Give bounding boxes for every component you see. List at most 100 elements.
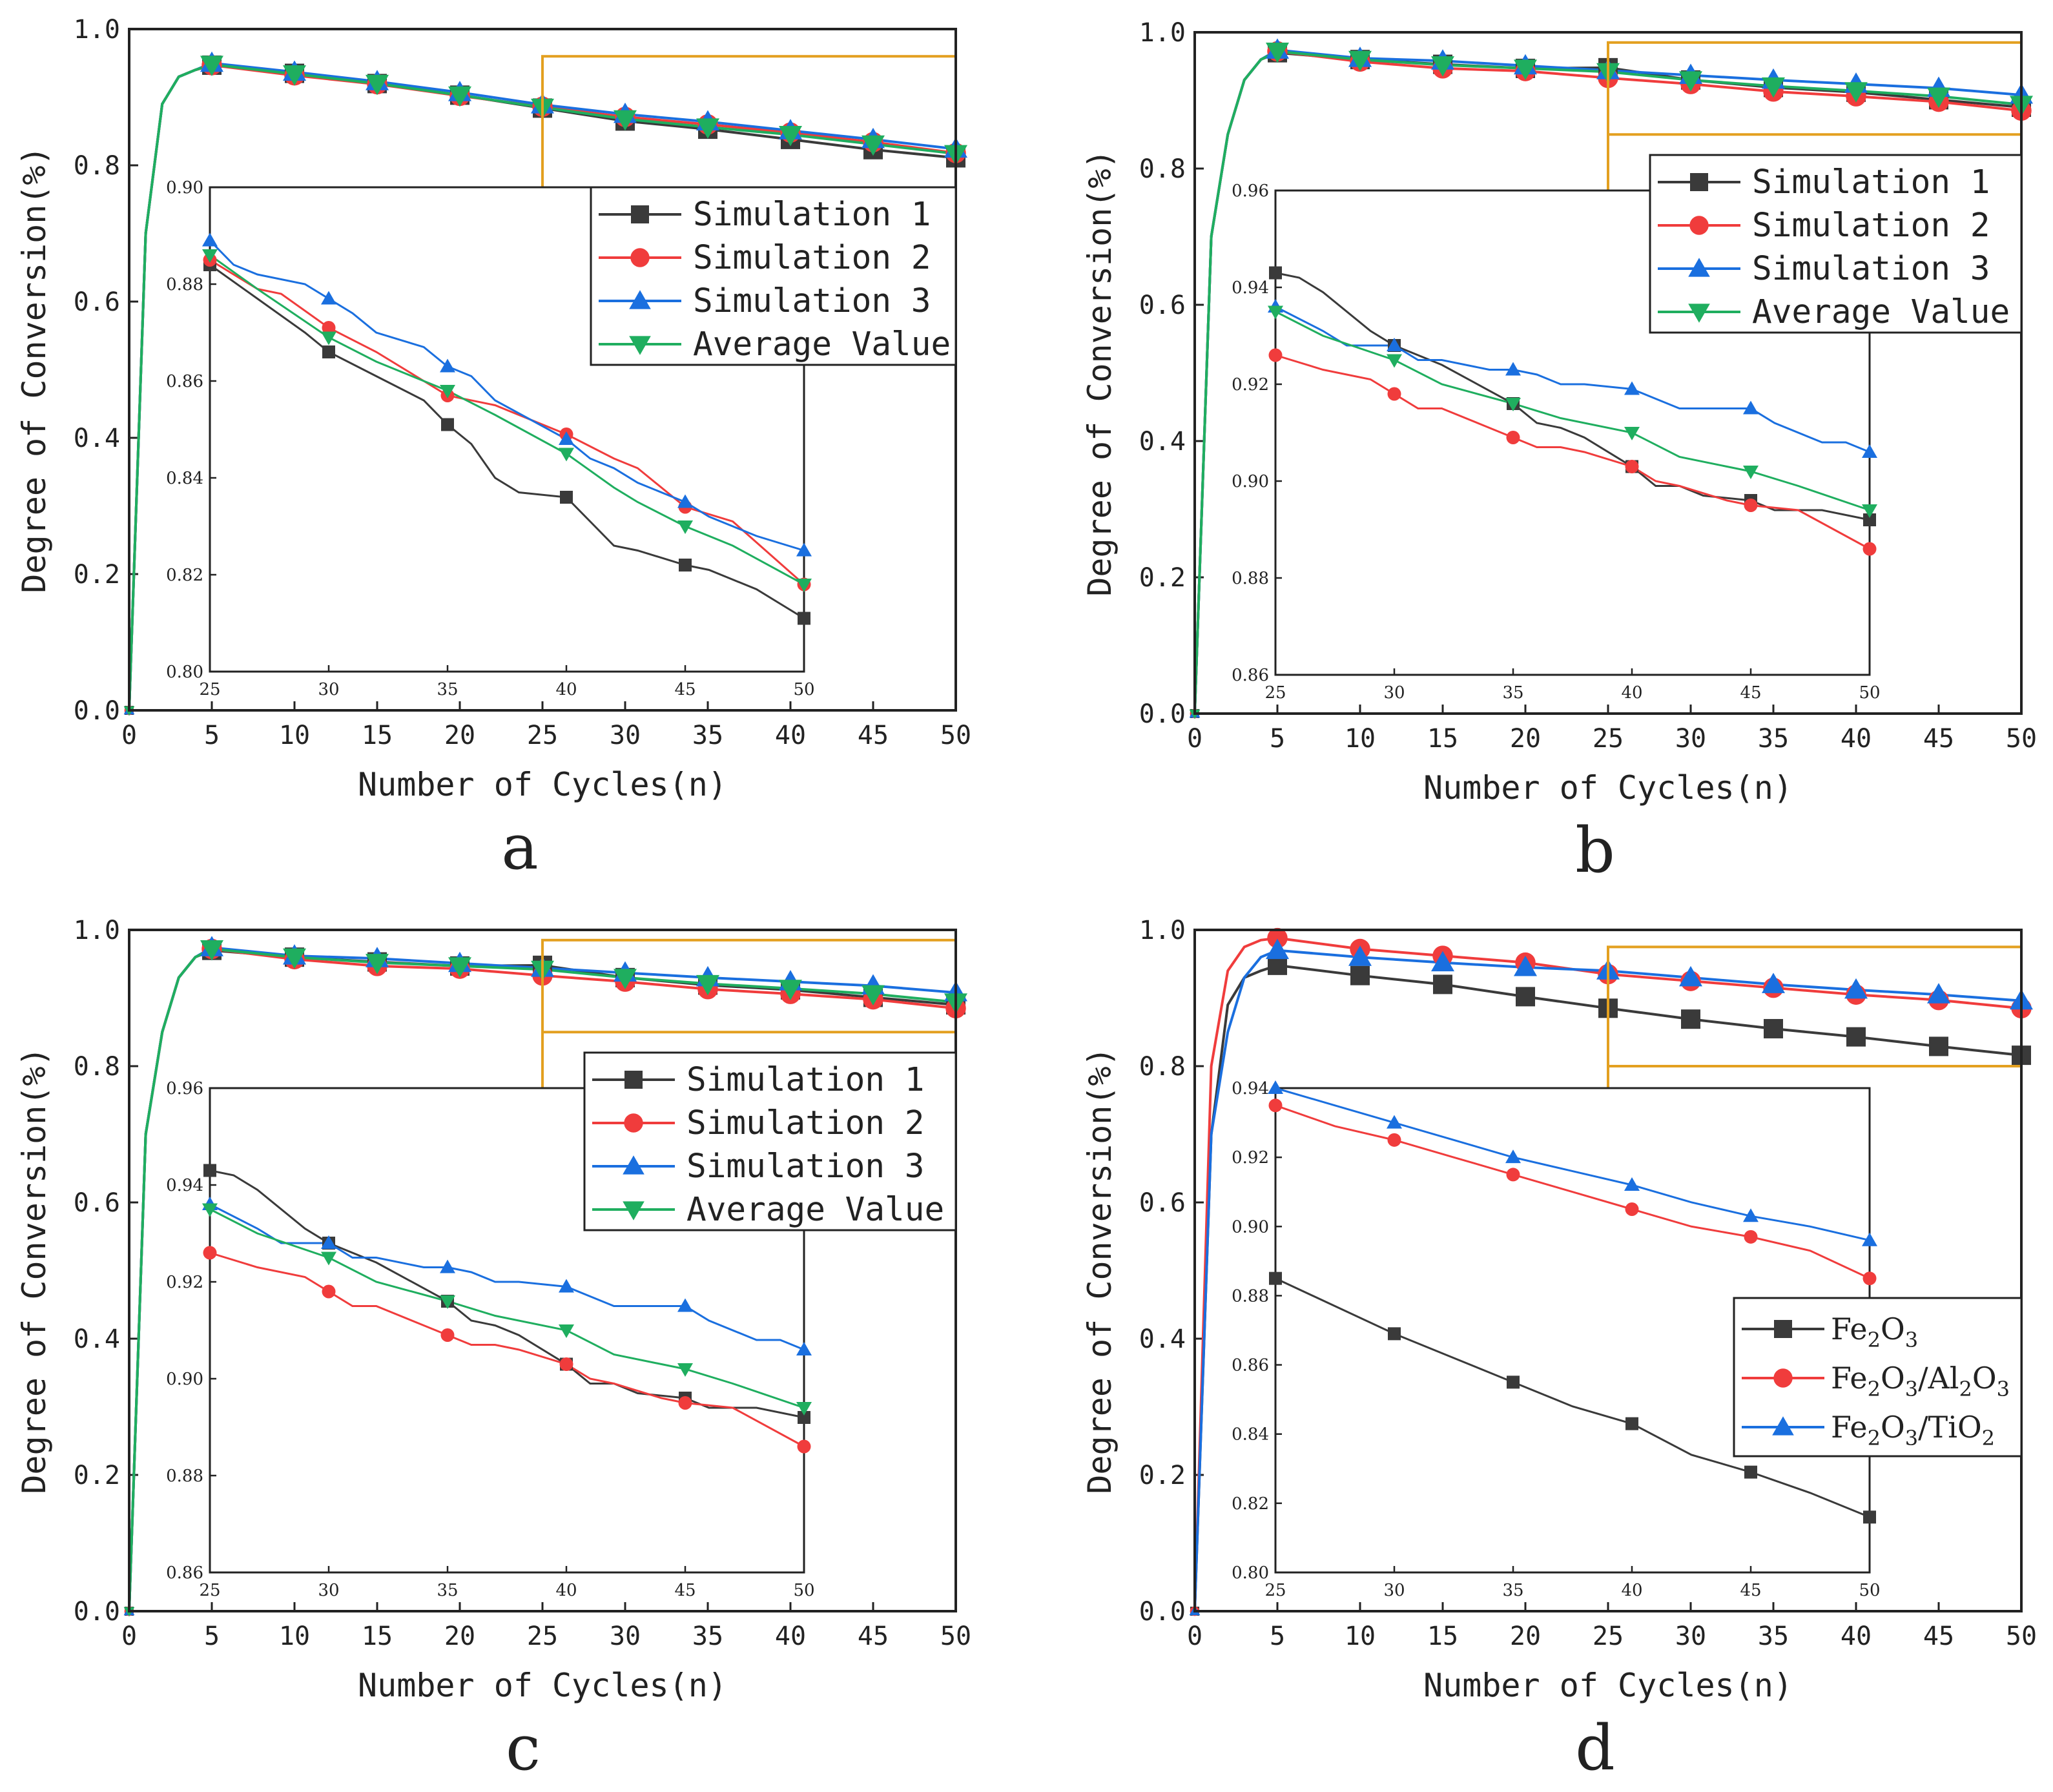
legend-label-sim1: Simulation 1 (686, 1061, 924, 1099)
data-point-avg (283, 948, 306, 969)
inset-data-point-sim2 (797, 1439, 811, 1454)
inset-data-point-sim2 (1744, 499, 1758, 512)
inset-data-point-fe2o3 (1269, 1272, 1282, 1285)
data-point-avg (779, 126, 802, 147)
x-tick-label: 45 (1923, 724, 1954, 754)
inset-data-point-fe2o3_tio2 (1624, 1177, 1640, 1191)
data-point-fe2o3 (1846, 1027, 1866, 1047)
y-tick-label: 0.4 (1139, 427, 1186, 457)
x-tick-label: 10 (1345, 1622, 1376, 1651)
data-point-avg (366, 954, 389, 974)
data-point-avg (861, 985, 885, 1006)
inset-data-point-fe2o3_tio2 (1862, 1232, 1877, 1246)
inset-y-tick-label: 0.82 (166, 566, 203, 585)
legend-label-fe2o3_tio2: Fe2​O3​/TiO2​ (1831, 1410, 1995, 1450)
data-point-avg (1348, 50, 1372, 72)
x-tick-label: 15 (1427, 724, 1458, 754)
x-axis-label: Number of Cycles(n) (1423, 769, 1793, 807)
x-tick-label: 50 (940, 721, 971, 750)
inset-y-tick-label: 0.90 (166, 1370, 203, 1389)
legend-subscript: 3 (1905, 1377, 1918, 1401)
x-tick-label: 10 (1345, 724, 1376, 754)
inset-x-tick-label: 25 (199, 680, 220, 699)
data-point-avg (614, 110, 637, 131)
x-tick-label: 40 (1841, 1622, 1872, 1651)
inset-data-point-sim3 (440, 358, 455, 373)
legend-label-sim1: Simulation 1 (693, 196, 931, 234)
legend-marker-sim3 (623, 1155, 645, 1175)
legend-label-sim3: Simulation 3 (693, 282, 931, 320)
legend-marker-sim3 (629, 290, 651, 309)
x-tick-label: 0 (121, 1622, 137, 1651)
data-point-avg (779, 980, 802, 1000)
inset-x-tick-label: 40 (555, 1581, 577, 1600)
x-tick-label: 5 (204, 721, 220, 750)
legend-label-fe2o3_al2o3: Fe2​O3​/Al2​O3​ (1831, 1361, 2010, 1401)
legend-label-sim1: Simulation 1 (1752, 163, 1990, 201)
legend: Simulation 1 Simulation 2 Simulation 3 Aver… (590, 186, 957, 366)
inset-data-point-sim2 (1625, 460, 1639, 473)
x-tick-label: 10 (279, 721, 310, 750)
y-tick-label: 0.2 (1139, 1461, 1186, 1490)
inset-y-tick-label: 0.96 (166, 1079, 203, 1098)
inset-series-line-sim3 (209, 240, 805, 551)
legend-text-run: Fe (1831, 1410, 1868, 1445)
inset-data-point-fe2o3_al2o3 (1268, 1098, 1283, 1113)
legend-marker-avg (1688, 304, 1710, 323)
inset-y-tick-label: 0.94 (1232, 1079, 1269, 1098)
data-point-avg (696, 974, 719, 996)
y-tick-label: 1.0 (74, 15, 120, 45)
y-tick-label: 0.8 (1139, 154, 1186, 184)
data-point-fe2o3_tio2 (1431, 951, 1454, 972)
panel-label-b: b (1575, 814, 1615, 887)
main-plot-d: 0 5 10 15 20 25 30 35 40 45 50 0.0 0.2 0.4 0.6 0.8 1.0 Nu… (1081, 916, 2037, 1704)
legend-subscript: 3 (1905, 1426, 1918, 1450)
legend-frame (590, 186, 957, 366)
inset-x-tick-label: 45 (674, 1581, 696, 1600)
inset-data-point-avg (440, 385, 455, 398)
legend-marker-sim2 (1689, 216, 1709, 235)
inset-x-tick-label: 40 (1621, 1581, 1642, 1600)
inset-data-point-sim2 (440, 1328, 455, 1342)
x-tick-label: 5 (1270, 724, 1285, 754)
data-point-avg (366, 74, 389, 96)
panel-b: 0 5 10 15 20 25 30 35 40 45 50 0.0 0.2 0.4 0.6 0.8 1.0 Nu… (1081, 18, 2037, 887)
x-axis-label: Number of Cycles(n) (358, 766, 727, 803)
inset-y-tick-label: 0.90 (1232, 1217, 1269, 1237)
inset-y-tick-label: 0.90 (166, 178, 203, 198)
inset-x-tick-label: 45 (674, 680, 696, 699)
inset-data-point-avg (1743, 466, 1759, 479)
legend-label-sim3: Simulation 3 (686, 1148, 924, 1186)
inset-data-point-sim3 (321, 1235, 336, 1249)
inset-series-line-sim1 (1275, 272, 1870, 521)
legend: Simulation 1 Simulation 2 Simulation 3 Aver… (583, 1051, 957, 1231)
inset-data-point-fe2o3_tio2 (1387, 1115, 1402, 1129)
inset-y-tick-label: 0.90 (1232, 472, 1269, 491)
legend-text-run: Fe (1831, 1312, 1868, 1346)
inset-y-tick-label: 0.80 (1232, 1563, 1269, 1583)
inset-data-point-sim2 (1387, 387, 1401, 401)
panel-d: 0 5 10 15 20 25 30 35 40 45 50 0.0 0.2 0.4 0.6 0.8 1.0 Nu… (1081, 916, 2037, 1784)
inset-data-point-avg (202, 249, 218, 263)
legend-label-sim3: Simulation 3 (1752, 250, 1990, 288)
data-point-avg (1844, 82, 1868, 103)
y-tick-label: 0.0 (1139, 699, 1186, 729)
panel-label-c: c (506, 1712, 541, 1784)
legend-marker-avg (623, 1201, 645, 1220)
inset-x-tick-label: 45 (1740, 683, 1761, 703)
x-tick-label: 30 (610, 721, 641, 750)
x-tick-label: 0 (1187, 724, 1202, 754)
inset-x-tick-label: 25 (1264, 683, 1286, 703)
inset-data-point-sim1 (1269, 266, 1282, 280)
legend-marker-fe2o3_tio2 (1772, 1416, 1794, 1436)
legend-subscript: 2 (1868, 1426, 1881, 1450)
inset-series-line-avg (209, 254, 805, 586)
inset-data-point-fe2o3 (1507, 1375, 1520, 1389)
legend: Simulation 1 Simulation 2 Simulation 3 Aver… (1649, 154, 2023, 334)
inset-data-point-sim2 (559, 1357, 573, 1371)
inset-data-point-fe2o3_al2o3 (1862, 1272, 1877, 1286)
inset-data-point-sim2 (678, 1396, 692, 1410)
inset-data-point-sim2 (322, 321, 336, 335)
x-tick-label: 25 (1593, 724, 1624, 754)
inset-x-tick-label: 35 (437, 1581, 458, 1600)
